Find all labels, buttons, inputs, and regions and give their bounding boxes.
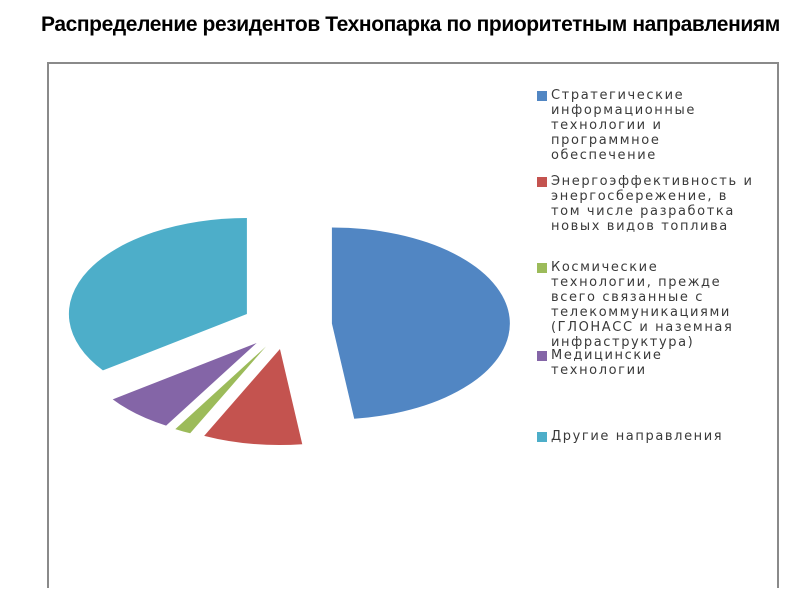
chart-title: Распределение резидентов Технопарка по п… [41, 13, 780, 36]
pie-slice-1 [204, 348, 303, 445]
pie-slice-4 [68, 217, 247, 371]
pie-slice-3 [112, 342, 257, 426]
pie-slice-0 [331, 227, 510, 419]
pie-slice-2 [175, 346, 266, 434]
